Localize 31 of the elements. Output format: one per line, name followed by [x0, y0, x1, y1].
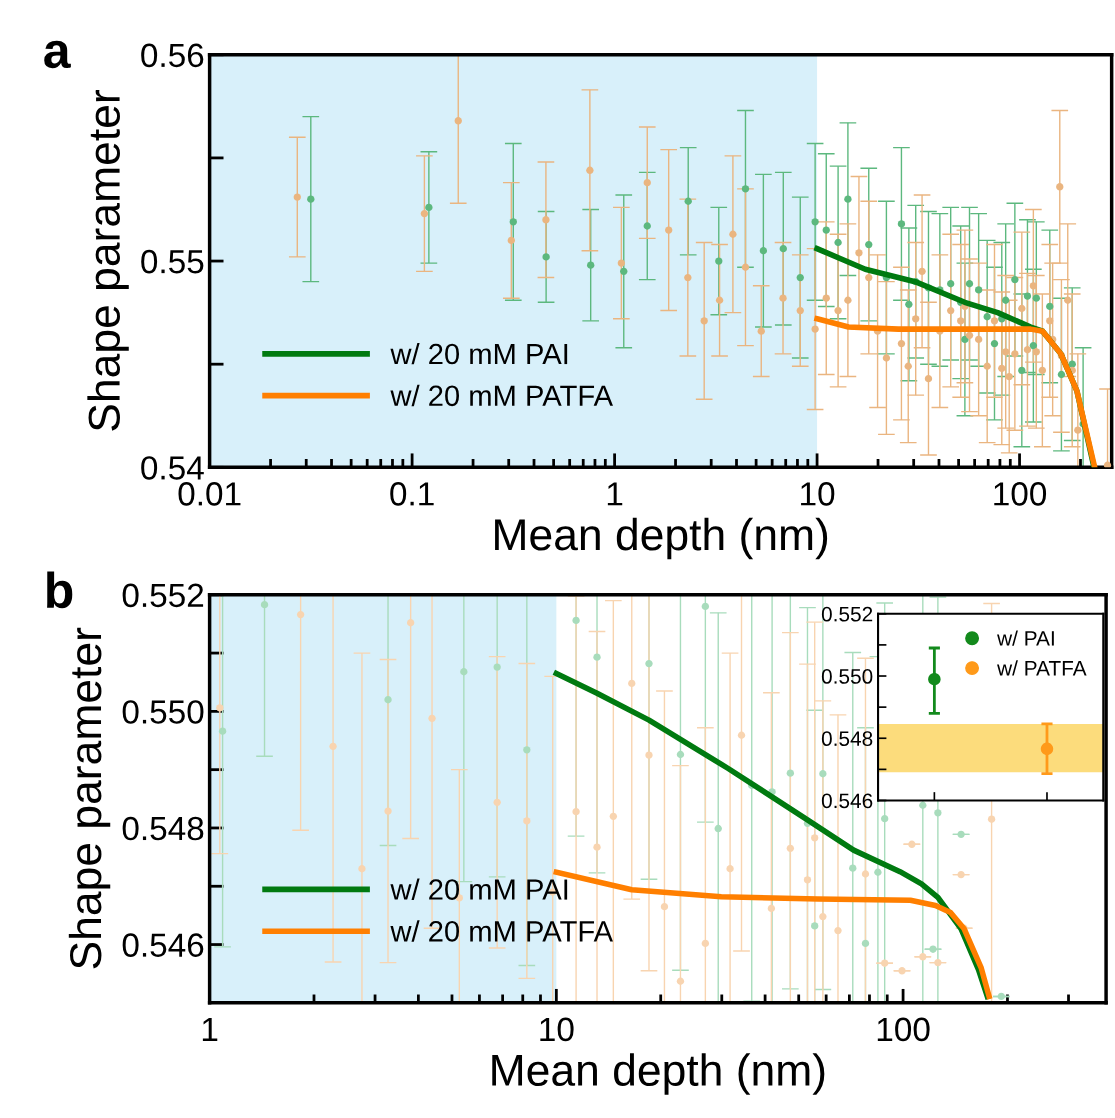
- x-axis-title: Mean depth (nm): [492, 1053, 825, 1095]
- x-tick-label: 100: [877, 1017, 930, 1042]
- legend-label: w/ PAI: [997, 630, 1054, 646]
- chart-title: a: [44, 40, 71, 69]
- y-tick-label: 0.548: [122, 816, 204, 841]
- x-tick-label: 0.01: [178, 482, 241, 506]
- y-tick-label: 0.54: [141, 456, 204, 480]
- y-tick-label: 0.55: [141, 249, 204, 274]
- y-tick-label: 0.552: [122, 583, 204, 608]
- legend-label: w/ 20 mM PATFA: [390, 920, 613, 942]
- y-axis-title: Shape parameter: [87, 90, 129, 431]
- legend-label: w/ 20 mM PATFA: [390, 384, 613, 407]
- legend-label: w/ PATFA: [997, 660, 1087, 676]
- x-tick-label: 1: [202, 1017, 218, 1041]
- x-axis-title: Mean depth (nm): [495, 517, 828, 560]
- y-tick-label: 0.552: [821, 606, 873, 622]
- chart-title: b: [47, 571, 73, 609]
- y-tick-label: 0.546: [821, 793, 873, 809]
- y-axis-title: Shape parameter: [68, 627, 111, 969]
- y-tick-label: 0.56: [141, 43, 204, 68]
- y-tick-label: 0.546: [122, 933, 204, 957]
- x-tick-label: 100: [994, 482, 1047, 506]
- y-tick-label: 0.550: [122, 700, 204, 724]
- legend-label: w/ 20 mM PAI: [390, 342, 568, 365]
- x-tick-label: 0.1: [390, 482, 434, 506]
- y-tick-label: 0.550: [821, 669, 873, 684]
- x-tick-label: 1: [607, 482, 623, 506]
- x-tick-label: 10: [540, 1017, 574, 1042]
- legend-label: w/ 20 mM PAI: [390, 878, 568, 900]
- x-tick-label: 10: [801, 482, 835, 506]
- y-tick-label: 0.548: [821, 731, 873, 747]
